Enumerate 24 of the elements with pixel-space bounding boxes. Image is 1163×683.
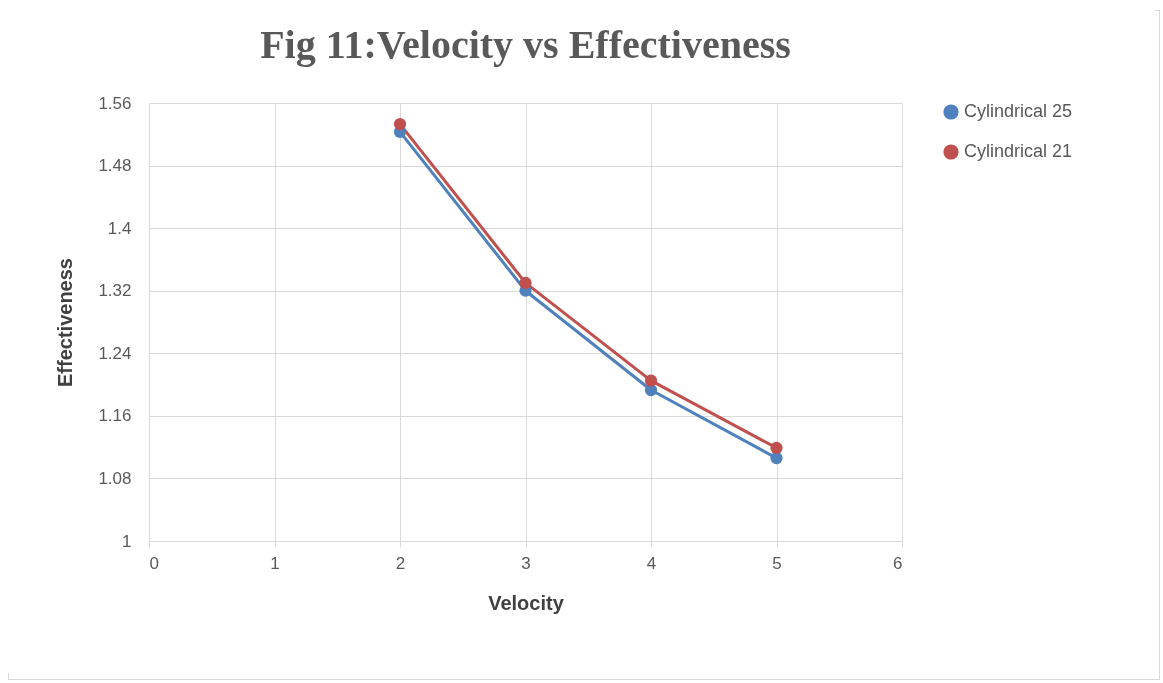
y-tick-label: 1.08 xyxy=(98,468,132,488)
legend-label: Cylindrical 25 xyxy=(964,101,1073,121)
x-tick-label: 5 xyxy=(772,553,782,573)
x-tick-label: 4 xyxy=(646,553,657,573)
y-tick-label: 1.16 xyxy=(98,406,132,426)
x-tick-label: 2 xyxy=(395,553,406,573)
y-axis-title: Effectiveness xyxy=(54,258,77,387)
point xyxy=(519,276,532,289)
legend-label: Cylindrical 21 xyxy=(964,141,1073,161)
y-tick-label: 1.56 xyxy=(98,93,132,113)
y-tick-label: 1.32 xyxy=(98,281,132,301)
x-tick-label: 6 xyxy=(893,553,903,573)
y-tick-label: 1.48 xyxy=(98,156,132,176)
point xyxy=(770,441,783,455)
y-tick-label: 1.24 xyxy=(98,343,132,363)
y-tick-label: 1.4 xyxy=(107,218,132,238)
x-tick-label: 0 xyxy=(149,553,159,573)
chart-title: Fig 11:Velocity vs Effectiveness xyxy=(260,22,791,67)
y-tick-label: 1 xyxy=(122,531,132,551)
x-tick-label: 3 xyxy=(521,553,531,573)
x-axis-title: Velocity xyxy=(488,591,565,614)
x-tick-label: 1 xyxy=(270,553,280,573)
point xyxy=(393,118,407,131)
point xyxy=(644,374,658,387)
